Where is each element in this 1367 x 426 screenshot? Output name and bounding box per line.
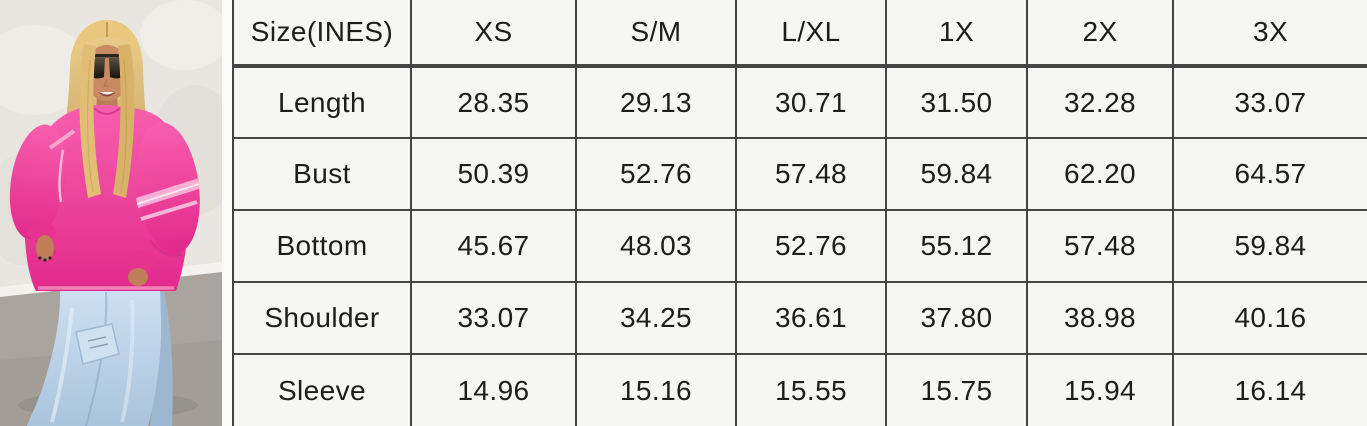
table-cell: 15.55 [735,353,887,426]
column-header-sm: S/M [575,0,737,68]
model-figure [9,20,200,426]
row-label: Sleeve [232,353,412,426]
table-cell: 34.25 [575,281,737,355]
row-label: Shoulder [232,281,412,355]
size-chart: Size(INES) XS S/M L/XL 1X 2X 3X Length 2… [232,0,1367,426]
table-cell: 57.48 [1026,209,1174,283]
table-row-sleeve: Sleeve 14.96 15.16 15.55 15.75 15.94 16.… [232,353,1367,426]
table-row-bottom: Bottom 45.67 48.03 52.76 55.12 57.48 59.… [232,209,1367,283]
table-cell: 52.76 [735,209,887,283]
table-row-bust: Bust 50.39 52.76 57.48 59.84 62.20 64.57 [232,137,1367,211]
table-cell: 33.07 [410,281,577,355]
table-cell: 36.61 [735,281,887,355]
table-cell: 48.03 [575,209,737,283]
table-cell: 29.13 [575,65,737,139]
table-cell: 59.84 [1172,209,1367,283]
table-cell: 15.16 [575,353,737,426]
table-cell: 16.14 [1172,353,1367,426]
size-chart-table: Size(INES) XS S/M L/XL 1X 2X 3X Length 2… [232,0,1367,426]
row-label: Bottom [232,209,412,283]
table-cell: 15.75 [885,353,1028,426]
table-cell: 59.84 [885,137,1028,211]
table-cell: 62.20 [1026,137,1174,211]
row-label: Bust [232,137,412,211]
corner-header: Size(INES) [232,0,412,68]
table-row-length: Length 28.35 29.13 30.71 31.50 32.28 33.… [232,65,1367,139]
column-header-xs: XS [410,0,577,68]
table-cell: 55.12 [885,209,1028,283]
table-cell: 31.50 [885,65,1028,139]
table-cell: 38.98 [1026,281,1174,355]
column-header-3x: 3X [1172,0,1367,68]
table-cell: 64.57 [1172,137,1367,211]
table-cell: 33.07 [1172,65,1367,139]
row-label: Length [232,65,412,139]
table-cell: 37.80 [885,281,1028,355]
pink-sweatshirt [9,104,200,291]
table-cell: 15.94 [1026,353,1174,426]
table-cell: 45.67 [410,209,577,283]
column-header-2x: 2X [1026,0,1174,68]
product-photo-illustration [0,0,222,426]
table-cell: 32.28 [1026,65,1174,139]
table-cell: 40.16 [1172,281,1367,355]
table-cell: 50.39 [410,137,577,211]
table-cell: 52.76 [575,137,737,211]
product-photo [0,0,222,426]
table-cell: 30.71 [735,65,887,139]
column-header-1x: 1X [885,0,1028,68]
table-cell: 57.48 [735,137,887,211]
column-header-lxl: L/XL [735,0,887,68]
jeans [27,290,173,426]
table-cell: 28.35 [410,65,577,139]
table-row-shoulder: Shoulder 33.07 34.25 36.61 37.80 38.98 4… [232,281,1367,355]
table-cell: 14.96 [410,353,577,426]
header-row: Size(INES) XS S/M L/XL 1X 2X 3X [232,0,1367,68]
